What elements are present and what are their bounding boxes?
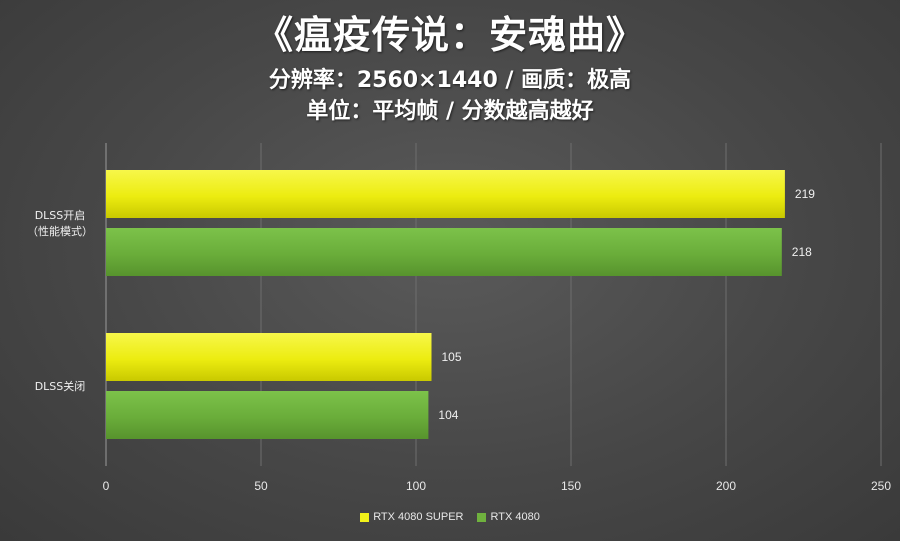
x-tick-label: 150 [561, 479, 581, 493]
legend-label-series-1: RTX 4080 SUPER [373, 511, 464, 523]
legend-label-series-2: RTX 4080 [490, 511, 540, 523]
x-tick-label: 200 [716, 479, 736, 493]
legend-swatch-series-2 [477, 512, 487, 522]
bar-rtx4080super [106, 170, 785, 218]
x-tick-label: 100 [406, 479, 426, 493]
data-label: 219 [795, 187, 815, 201]
chart-title: 《瘟疫传说：安魂曲》 [254, 13, 645, 57]
legend: RTX 4080 SUPER RTX 4080 [0, 511, 900, 523]
bar-rtx4080 [106, 228, 782, 276]
legend-swatch-series-1 [360, 512, 370, 522]
x-tick-label: 50 [254, 479, 268, 493]
bars [106, 170, 785, 439]
data-label: 218 [792, 245, 812, 259]
x-tick-label: 0 [103, 479, 110, 493]
bar-rtx4080super [106, 333, 432, 381]
x-tick-label: 250 [871, 479, 891, 493]
legend-item-series-1: RTX 4080 SUPER [360, 511, 463, 523]
category-label: （性能模式） [27, 224, 93, 238]
chart-subtitle-unit: 单位：平均帧 / 分数越高越好 [306, 99, 594, 124]
bar-rtx4080 [106, 391, 429, 439]
data-label: 104 [438, 408, 458, 422]
data-label: 105 [442, 350, 462, 364]
chart-subtitle-resolution: 分辨率：2560×1440 / 画质：极高 [268, 68, 632, 93]
labels: 0 50 100 150 200 250 219 218 DLSS开启 （性能模式） 105 104 D… [27, 187, 891, 493]
legend-item-series-2: RTX 4080 [477, 511, 540, 523]
category-label: DLSS开启 [35, 209, 86, 222]
category-label: DLSS关闭 [35, 379, 86, 393]
